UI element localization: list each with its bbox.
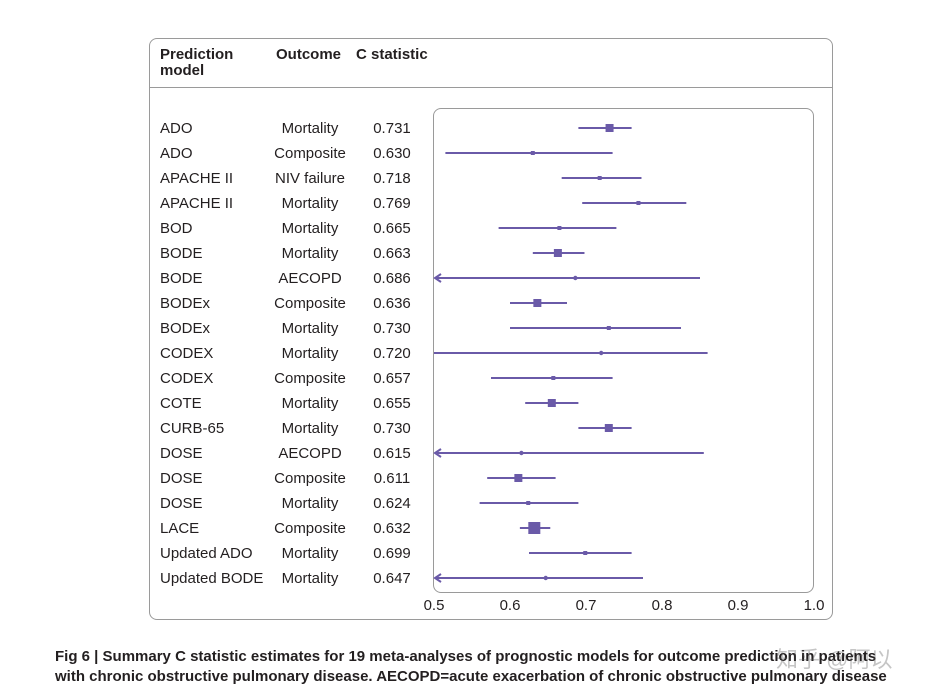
row-c-statistic: 0.730 [373,420,411,437]
caption-line-2: with chronic obstructive pulmonary disea… [55,668,887,685]
truncation-arrow [433,448,442,458]
row-model-label: DOSE [160,445,203,462]
row-model-label: ADO [160,120,193,137]
row-outcome-label: NIV failure [275,170,345,187]
row-model-label: Updated ADO [160,545,253,562]
x-tick-label: 0.5 [424,597,445,614]
point-estimate-marker [551,376,556,380]
header-prediction-model: Prediction model [160,46,234,79]
row-outcome-label: Mortality [282,570,339,587]
row-outcome-label: Composite [274,520,346,537]
row-outcome-label: AECOPD [278,270,342,287]
row-c-statistic: 0.718 [373,170,411,187]
point-estimate-marker [530,151,535,155]
row-model-label: LACE [160,520,199,537]
row-outcome-label: Mortality [282,395,339,412]
row-model-label: BOD [160,220,193,237]
row-c-statistic: 0.630 [373,145,411,162]
point-estimate-marker [636,201,641,205]
header-divider [150,87,832,88]
row-c-statistic: 0.720 [373,345,411,362]
row-outcome-label: Mortality [282,345,339,362]
point-estimate-marker [543,575,548,581]
point-estimate-marker [604,424,613,432]
x-tick-label: 1.0 [804,597,825,614]
x-tick-label: 0.8 [652,597,673,614]
row-outcome-label: Mortality [282,120,339,137]
point-estimate-marker [605,124,614,132]
row-model-label: CODEX [160,345,213,362]
figure-panel [149,38,833,620]
row-outcome-label: Mortality [282,420,339,437]
point-estimate-marker [573,275,578,281]
point-estimate-marker [599,350,604,356]
caption-line-1: Fig 6 | Summary C statistic estimates fo… [55,648,877,665]
row-outcome-label: Composite [274,470,346,487]
row-c-statistic: 0.615 [373,445,411,462]
point-estimate-marker [519,450,524,456]
header-c-statistic: C statistic [356,46,428,63]
row-c-statistic: 0.769 [373,195,411,212]
truncation-arrow [433,573,442,583]
x-tick-label: 0.9 [728,597,749,614]
point-estimate-marker [528,522,541,534]
row-c-statistic: 0.647 [373,570,411,587]
row-c-statistic: 0.731 [373,120,411,137]
row-outcome-label: Mortality [282,245,339,262]
row-model-label: BODEx [160,320,211,337]
watermark: 知乎 @阿以 [776,647,893,672]
plot-panel [433,108,814,593]
x-tick-label: 0.6 [500,597,521,614]
row-c-statistic: 0.655 [373,395,411,412]
point-estimate-marker [583,551,588,555]
header-outcome: Outcome [276,46,342,63]
row-model-label: BODE [160,270,203,287]
point-estimate-marker [553,249,562,257]
x-tick-label: 0.7 [576,597,597,614]
row-model-label: BODEx [160,295,211,312]
row-model-label: BODE [160,245,203,262]
point-estimate-marker [597,176,602,180]
row-model-label: Updated BODE [160,570,263,587]
row-c-statistic: 0.657 [373,370,411,387]
row-outcome-label: Mortality [282,545,339,562]
row-outcome-label: Mortality [282,220,339,237]
point-estimate-marker [514,474,523,482]
row-outcome-label: Mortality [282,195,339,212]
row-model-label: CODEX [160,370,213,387]
row-outcome-label: AECOPD [278,445,342,462]
row-model-label: COTE [160,395,202,412]
row-model-label: DOSE [160,495,203,512]
row-c-statistic: 0.699 [373,545,411,562]
point-estimate-marker [557,226,562,230]
truncation-arrow [433,273,442,283]
row-model-label: DOSE [160,470,203,487]
row-c-statistic: 0.624 [373,495,411,512]
row-model-label: ADO [160,145,193,162]
row-outcome-label: Mortality [282,495,339,512]
row-c-statistic: 0.665 [373,220,411,237]
row-c-statistic: 0.632 [373,520,411,537]
figure-caption: Fig 6 | Summary C statistic estimates fo… [55,647,925,687]
row-outcome-label: Composite [274,370,346,387]
point-estimate-marker [533,299,542,307]
row-model-label: APACHE II [160,170,233,187]
row-model-label: CURB-65 [160,420,224,437]
row-outcome-label: Composite [274,295,346,312]
row-c-statistic: 0.636 [373,295,411,312]
row-c-statistic: 0.686 [373,270,411,287]
row-outcome-label: Mortality [282,320,339,337]
point-estimate-marker [606,326,611,330]
point-estimate-marker [547,399,556,407]
row-c-statistic: 0.663 [373,245,411,262]
row-model-label: APACHE II [160,195,233,212]
row-outcome-label: Composite [274,145,346,162]
point-estimate-marker [526,501,531,505]
row-c-statistic: 0.730 [373,320,411,337]
row-c-statistic: 0.611 [374,470,410,487]
